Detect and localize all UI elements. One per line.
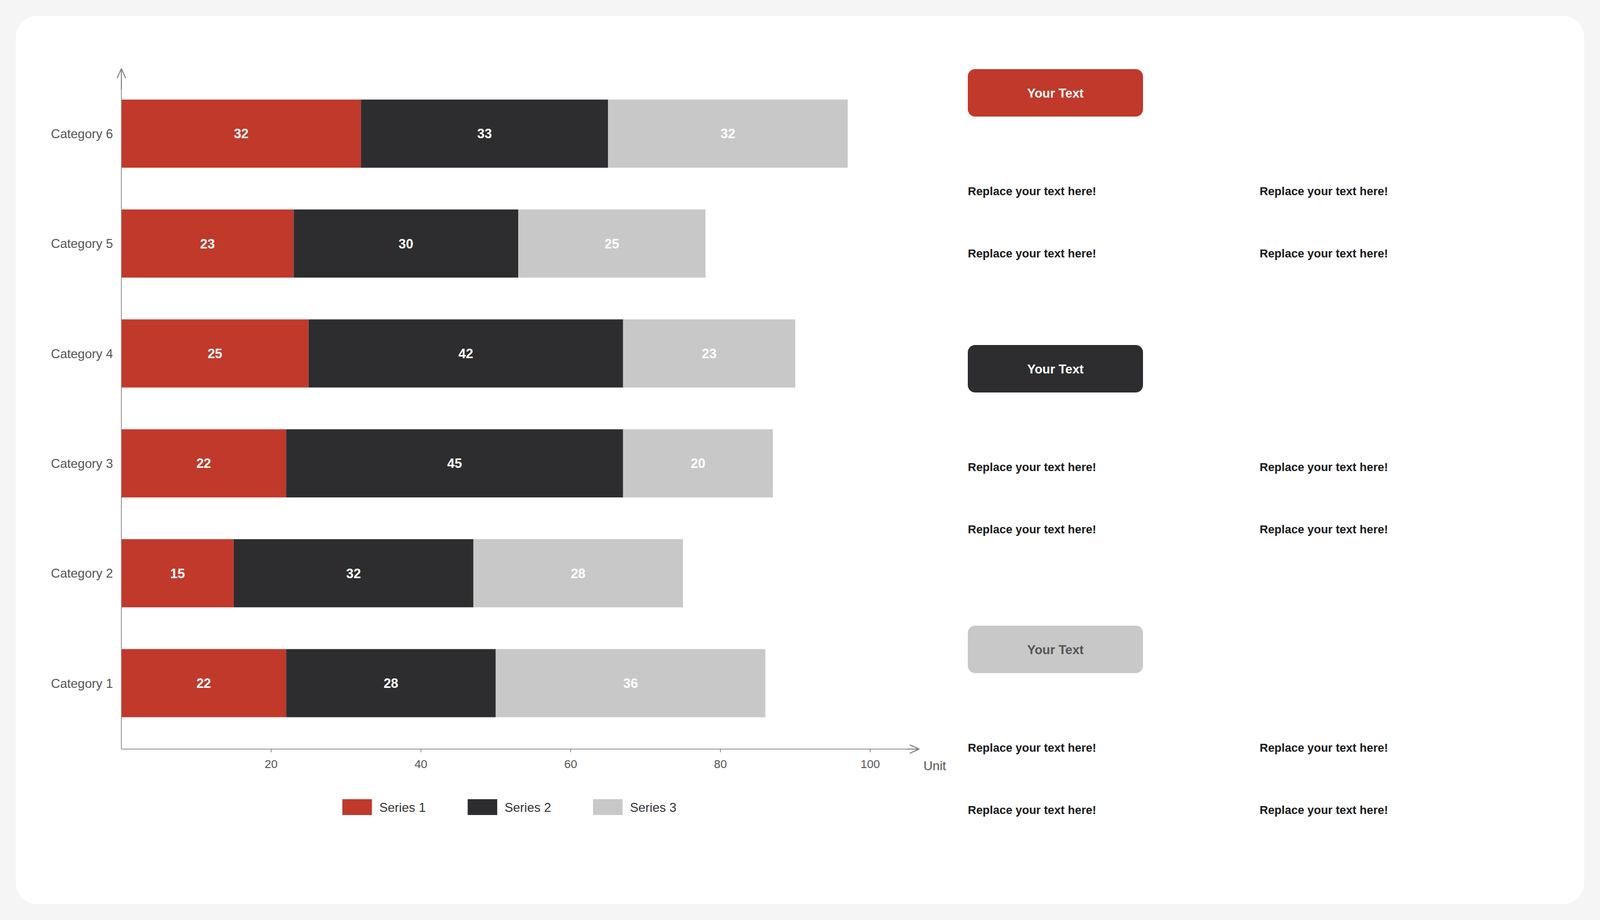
legend-label: Series 3 xyxy=(630,800,677,815)
data-label: 28 xyxy=(570,566,586,582)
x-tick xyxy=(869,749,871,753)
x-axis-arrow xyxy=(907,745,920,754)
bar-segment xyxy=(121,209,294,278)
y-tick-label: Category 3 xyxy=(51,456,113,471)
y-tick-label: Category 1 xyxy=(51,676,113,691)
bar-segment xyxy=(121,649,287,718)
bars xyxy=(121,99,848,718)
bar-segment xyxy=(473,539,683,608)
bar-segment xyxy=(623,319,796,388)
section-text: Replace your text here! xyxy=(1259,522,1388,537)
data-label: 33 xyxy=(477,126,492,141)
x-tick xyxy=(420,749,422,753)
section-text: Replace your text here! xyxy=(967,184,1097,198)
data-label: 23 xyxy=(701,346,717,361)
axes: 20 40 60 80 100 Category 1 Category 2 Category … xyxy=(51,68,947,774)
data-label: 22 xyxy=(196,455,212,471)
section-text: Replace your text here! xyxy=(1259,184,1388,198)
x-axis-label: Unit xyxy=(923,758,947,774)
legend-label: Series 1 xyxy=(379,800,426,815)
bar-segment xyxy=(623,429,774,498)
bar-segment xyxy=(293,209,519,278)
data-label: 25 xyxy=(604,236,620,252)
section-text: Replace your text here! xyxy=(967,460,1097,474)
y-tick-label: Category 4 xyxy=(51,346,113,361)
bar-segment xyxy=(607,99,848,168)
bar-segment xyxy=(121,99,361,168)
bar-segment xyxy=(286,429,624,498)
data-label: 25 xyxy=(207,346,223,361)
data-label: 32 xyxy=(720,126,736,141)
section-text: Replace your text here! xyxy=(967,522,1097,537)
bar-segment xyxy=(308,319,624,388)
y-tick-label: Category 2 xyxy=(51,566,113,581)
legend-label: Series 2 xyxy=(504,800,551,815)
data-label: 28 xyxy=(383,675,399,691)
bar-segment xyxy=(121,539,234,608)
data-label: 32 xyxy=(346,566,361,582)
bar-segment xyxy=(286,649,496,718)
bar-segment xyxy=(121,319,309,388)
side-panel: Your Text Replace your text here! Replace … xyxy=(967,69,1388,817)
y-tick-label: Category 6 xyxy=(51,126,113,141)
x-tick-label: 60 xyxy=(564,757,577,771)
bar-segment xyxy=(233,539,474,608)
x-tick-label: 40 xyxy=(414,757,427,771)
x-tick-label: 100 xyxy=(860,757,881,771)
background-card xyxy=(15,15,1585,905)
data-label: 22 xyxy=(196,675,212,691)
section-text: Replace your text here! xyxy=(1259,460,1388,474)
x-tick xyxy=(570,749,572,753)
legend-swatch xyxy=(467,799,498,816)
section-text: Replace your text here! xyxy=(967,246,1097,261)
x-axis-line xyxy=(121,748,908,750)
x-tick-label: 80 xyxy=(713,757,727,771)
y-tick-label: Category 5 xyxy=(51,236,113,251)
legend-swatch xyxy=(593,799,623,816)
section-badge xyxy=(967,345,1144,393)
data-label: 15 xyxy=(170,566,186,582)
data-label: 32 xyxy=(233,126,249,141)
section-header: Your Text xyxy=(1026,86,1084,101)
legend: Series 1 Series 2 Series 3 xyxy=(342,799,677,816)
section-text: Replace your text here! xyxy=(1259,803,1388,817)
y-axis-line xyxy=(120,89,122,750)
data-label: 20 xyxy=(690,455,706,471)
section-text: Replace your text here! xyxy=(967,803,1097,817)
x-tick xyxy=(270,749,272,753)
y-axis-arrow xyxy=(117,68,126,90)
section-text: Replace your text here! xyxy=(1259,741,1388,755)
data-label: 45 xyxy=(447,455,463,471)
data-label: 30 xyxy=(398,236,414,252)
section-text: Replace your text here! xyxy=(967,741,1097,755)
data-label: 42 xyxy=(458,346,474,361)
section-badge xyxy=(967,625,1144,674)
section-badge xyxy=(967,69,1144,117)
data-label: 36 xyxy=(623,675,638,691)
legend-swatch xyxy=(342,799,373,816)
bar-segment xyxy=(121,429,287,498)
bar-segment xyxy=(360,99,608,168)
bar-segment xyxy=(496,649,766,718)
data-label: 23 xyxy=(200,236,215,252)
bar-segment xyxy=(518,209,706,278)
data-labels: 22 15 22 25 23 32 28 32 45 42 30 33 36 28 20 23 25 32 xyxy=(170,126,736,691)
x-tick xyxy=(719,749,721,753)
section-header: Your Text xyxy=(1026,642,1084,657)
x-tick-label: 20 xyxy=(264,757,278,771)
section-text: Replace your text here! xyxy=(1259,246,1388,261)
chart-root: 22 15 22 25 23 32 28 32 45 42 30 33 36 28 20 23 25 32 20 40… xyxy=(0,0,1600,920)
section-header: Your Text xyxy=(1026,362,1084,377)
